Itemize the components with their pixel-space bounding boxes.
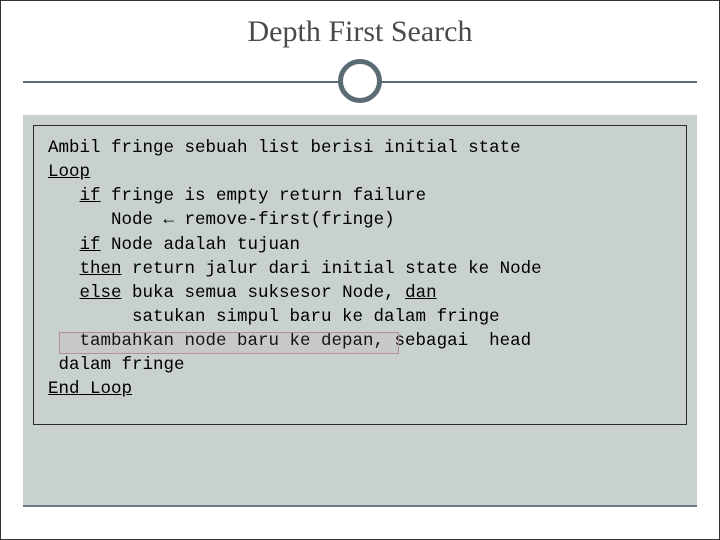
code-indent <box>48 283 80 303</box>
code-text: fringe is empty return failure <box>101 186 427 206</box>
code-text: dalam fringe <box>48 355 185 375</box>
code-keyword: End Loop <box>48 379 132 399</box>
code-keyword: if <box>80 235 101 255</box>
code-text: remove-first(fringe) <box>174 210 395 230</box>
code-line: Ambil fringe sebuah list berisi initial … <box>48 138 521 158</box>
footer-line <box>23 505 697 507</box>
divider-circle-icon <box>338 59 382 103</box>
code-keyword: else <box>80 283 122 303</box>
code-text: satukan simpul baru ke dalam fringe <box>48 307 500 327</box>
code-keyword: if <box>80 186 101 206</box>
highlight-box <box>59 332 399 354</box>
code-text: Node adalah tujuan <box>101 235 301 255</box>
code-text: Node <box>48 210 164 230</box>
code-indent <box>48 259 80 279</box>
code-keyword: Loop <box>48 162 90 182</box>
code-keyword: then <box>80 259 122 279</box>
slide: Depth First Search Ambil fringe sebuah l… <box>0 0 720 540</box>
pseudocode-box: Ambil fringe sebuah list berisi initial … <box>33 125 687 425</box>
code-keyword: dan <box>405 283 437 303</box>
title-divider <box>1 57 719 107</box>
code-text: return jalur dari initial state ke Node <box>122 259 542 279</box>
code-indent <box>48 186 80 206</box>
code-text: buka semua suksesor Node, <box>122 283 406 303</box>
code-indent <box>48 235 80 255</box>
content-panel: Ambil fringe sebuah list berisi initial … <box>23 115 697 505</box>
arrow-icon: ← <box>164 210 175 230</box>
slide-title: Depth First Search <box>1 1 719 57</box>
